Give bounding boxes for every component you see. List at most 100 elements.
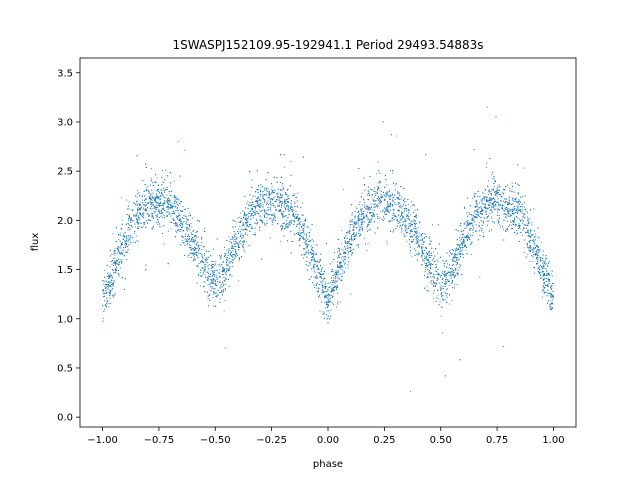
data-point bbox=[402, 203, 404, 205]
data-point bbox=[399, 216, 401, 219]
data-point bbox=[496, 195, 498, 197]
data-point bbox=[528, 222, 530, 224]
data-point bbox=[263, 214, 265, 216]
data-point bbox=[362, 216, 365, 218]
data-point bbox=[287, 223, 289, 225]
data-point bbox=[144, 209, 146, 211]
data-point bbox=[139, 219, 141, 221]
data-point bbox=[490, 216, 492, 218]
data-point bbox=[187, 242, 189, 244]
data-point bbox=[347, 267, 349, 269]
data-point bbox=[219, 276, 221, 279]
data-point bbox=[205, 264, 207, 266]
data-point bbox=[119, 247, 121, 249]
data-point bbox=[396, 135, 398, 137]
data-point bbox=[103, 308, 106, 310]
data-point bbox=[415, 222, 418, 224]
data-point bbox=[279, 241, 281, 243]
data-point bbox=[289, 221, 291, 223]
data-point bbox=[476, 205, 478, 207]
data-point bbox=[192, 241, 194, 243]
data-point bbox=[330, 309, 332, 311]
data-point bbox=[471, 215, 473, 217]
data-point bbox=[131, 210, 133, 212]
data-point bbox=[150, 193, 152, 195]
data-point bbox=[301, 221, 303, 223]
data-point bbox=[190, 244, 192, 246]
data-point bbox=[509, 200, 511, 202]
data-point bbox=[272, 197, 274, 199]
data-point bbox=[341, 257, 343, 259]
data-point bbox=[466, 234, 468, 236]
data-point bbox=[502, 195, 504, 197]
data-point bbox=[332, 261, 334, 263]
data-point bbox=[451, 299, 453, 301]
data-point bbox=[394, 189, 397, 191]
data-point bbox=[136, 212, 139, 214]
data-point bbox=[429, 282, 431, 284]
data-point bbox=[306, 233, 308, 235]
data-point bbox=[521, 219, 523, 221]
data-point bbox=[305, 238, 307, 240]
data-point bbox=[504, 207, 506, 209]
data-point bbox=[223, 247, 226, 249]
data-point bbox=[416, 230, 418, 232]
data-point bbox=[487, 203, 489, 205]
data-point bbox=[368, 192, 370, 194]
data-point bbox=[359, 233, 361, 235]
data-point bbox=[306, 251, 308, 253]
data-point bbox=[350, 248, 352, 250]
data-point bbox=[496, 188, 498, 190]
data-point bbox=[528, 219, 530, 221]
data-point bbox=[442, 270, 444, 272]
data-point bbox=[331, 283, 333, 285]
data-point bbox=[260, 187, 262, 189]
data-point bbox=[445, 292, 447, 294]
data-point bbox=[302, 231, 304, 233]
data-point bbox=[204, 281, 206, 283]
data-point bbox=[417, 226, 420, 228]
data-point bbox=[302, 214, 304, 216]
data-point bbox=[526, 220, 529, 222]
data-point bbox=[337, 276, 339, 278]
data-point bbox=[523, 206, 525, 208]
data-point bbox=[328, 317, 330, 320]
data-point bbox=[486, 220, 488, 222]
data-point bbox=[485, 167, 488, 169]
data-point bbox=[518, 198, 520, 201]
data-point bbox=[519, 218, 521, 220]
data-point bbox=[123, 233, 125, 235]
data-point bbox=[550, 288, 552, 290]
data-point bbox=[410, 214, 412, 216]
data-point bbox=[363, 198, 365, 200]
data-point bbox=[111, 286, 113, 288]
data-point bbox=[109, 302, 112, 304]
data-point bbox=[115, 268, 117, 270]
data-point bbox=[526, 212, 529, 214]
data-point bbox=[377, 196, 379, 198]
data-point bbox=[182, 239, 184, 242]
data-point bbox=[396, 219, 398, 221]
data-point bbox=[361, 214, 363, 216]
data-point bbox=[419, 232, 421, 234]
data-point bbox=[174, 219, 176, 221]
data-point bbox=[228, 251, 230, 253]
data-point bbox=[206, 271, 208, 273]
data-point bbox=[155, 202, 157, 204]
data-point bbox=[224, 288, 227, 290]
data-point bbox=[480, 227, 482, 229]
data-point bbox=[482, 232, 484, 234]
data-point bbox=[185, 226, 187, 229]
data-point bbox=[349, 240, 351, 242]
data-point bbox=[432, 279, 434, 281]
data-point bbox=[230, 260, 232, 263]
data-point bbox=[347, 253, 349, 255]
data-point bbox=[161, 190, 163, 192]
data-point bbox=[344, 263, 346, 265]
data-point bbox=[414, 209, 416, 211]
data-point bbox=[522, 216, 524, 218]
data-point bbox=[370, 203, 372, 205]
data-point bbox=[351, 253, 353, 255]
data-point bbox=[377, 161, 379, 163]
